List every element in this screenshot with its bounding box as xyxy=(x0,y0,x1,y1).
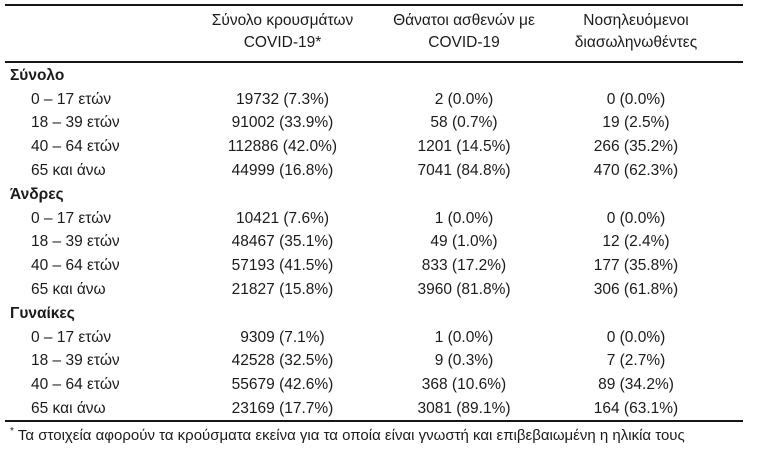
header-intubated-line1: Νοσηλευόμενοι xyxy=(583,12,689,29)
table-bottom-rule xyxy=(5,419,743,422)
deaths-value: 49 (1.0%) xyxy=(430,233,498,251)
age-group-label: 40 – 64 ετών xyxy=(31,138,120,156)
header-total-cases-line2: COVID-19* xyxy=(243,34,322,51)
age-group-label: 18 – 39 ετών xyxy=(31,233,120,251)
cases-value: 42528 (32.5%) xyxy=(231,352,334,370)
age-group-label: 40 – 64 ετών xyxy=(31,376,120,394)
section-label: Γυναίκες xyxy=(10,304,75,322)
age-group-label: 0 – 17 ετών xyxy=(31,90,112,108)
intubated-value: 89 (34.2%) xyxy=(598,376,674,394)
table-row: 40 – 64 ετών 55679 (42.6%) 368 (10.6%) 89 (… xyxy=(5,372,743,396)
deaths-value: 1 (0.0%) xyxy=(434,209,494,227)
age-group-label: 0 – 17 ετών xyxy=(31,328,112,346)
cases-value: 23169 (17.7%) xyxy=(231,400,334,418)
table-row: 0 – 17 ετών 19732 (7.3%) 2 (0.0%) 0 (0.0%) xyxy=(5,87,743,111)
intubated-value: 19 (2.5%) xyxy=(602,114,670,132)
intubated-value: 164 (63.1%) xyxy=(593,400,679,418)
table-row: 18 – 39 ετών 48467 (35.1%) 49 (1.0%) 12 (2.… xyxy=(5,230,743,254)
intubated-value: 12 (2.4%) xyxy=(602,233,670,251)
table-row: 40 – 64 ετών 112886 (42.0%) 1201 (14.5%) 26… xyxy=(5,134,743,158)
header-deaths-line2: COVID-19 xyxy=(428,34,500,51)
age-group-label: 65 και άνω xyxy=(31,281,106,299)
section-header-row: Άνδρες xyxy=(5,182,743,206)
intubated-value: 0 (0.0%) xyxy=(606,209,666,227)
deaths-value: 368 (10.6%) xyxy=(421,376,507,394)
section-label: Άνδρες xyxy=(10,185,64,203)
table-row: 65 και άνω 21827 (15.8%) 3960 (81.8%) 306 (… xyxy=(5,277,743,301)
table-row: 18 – 39 ετών 42528 (32.5%) 9 (0.3%) 7 (2.7%… xyxy=(5,349,743,373)
header-intubated: Νοσηλευόμενοι διασωληνωθέντες xyxy=(553,10,743,54)
table-body: Σύνολο 0 – 17 ετών 19732 (7.3%) 2 (0.0%) 0 (… xyxy=(5,63,743,420)
header-total-cases-line1: Σύνολο κρουσμάτων xyxy=(211,12,354,29)
age-group-label: 18 – 39 ετών xyxy=(31,114,120,132)
header-deaths: Θάνατοι ασθενών με COVID-19 xyxy=(375,10,553,54)
deaths-value: 9 (0.3%) xyxy=(434,352,494,370)
deaths-value: 2 (0.0%) xyxy=(434,90,494,108)
table-row: 0 – 17 ετών 10421 (7.6%) 1 (0.0%) 0 (0.0%) xyxy=(5,206,743,230)
covid-age-sex-table: Σύνολο κρουσμάτων COVID-19* Θάνατοι ασθε… xyxy=(5,4,743,422)
table-row: 65 και άνω 23169 (17.7%) 3081 (89.1%) 164 (… xyxy=(5,396,743,420)
cases-value: 19732 (7.3%) xyxy=(235,90,330,108)
section-label: Σύνολο xyxy=(10,66,65,84)
age-group-label: 0 – 17 ετών xyxy=(31,209,112,227)
intubated-value: 7 (2.7%) xyxy=(606,352,666,370)
cases-value: 10421 (7.6%) xyxy=(235,209,330,227)
header-deaths-line1: Θάνατοι ασθενών με xyxy=(393,12,535,29)
intubated-value: 470 (62.3%) xyxy=(593,162,679,180)
age-group-label: 65 και άνω xyxy=(31,162,106,180)
cases-value: 9309 (7.1%) xyxy=(240,328,325,346)
table-header-row: Σύνολο κρουσμάτων COVID-19* Θάνατοι ασθε… xyxy=(5,6,743,61)
cases-value: 55679 (42.6%) xyxy=(231,376,334,394)
cases-value: 112886 (42.0%) xyxy=(227,138,338,156)
table-footnote: * Τα στοιχεία αφορούν τα κρούσματα εκείνα… xyxy=(5,426,755,446)
section-header-row: Γυναίκες xyxy=(5,301,743,325)
table-top-rule xyxy=(5,4,743,6)
table-row: 65 και άνω 44999 (16.8%) 7041 (84.8%) 470 (… xyxy=(5,158,743,182)
deaths-value: 7041 (84.8%) xyxy=(417,162,511,180)
header-intubated-line2: διασωληνωθέντες xyxy=(574,34,698,51)
cases-value: 48467 (35.1%) xyxy=(231,233,334,251)
intubated-value: 266 (35.2%) xyxy=(593,138,679,156)
cases-value: 21827 (15.8%) xyxy=(231,281,334,299)
cases-value: 91002 (33.9%) xyxy=(231,114,334,132)
age-group-label: 40 – 64 ετών xyxy=(31,257,120,275)
deaths-value: 3081 (89.1%) xyxy=(417,400,511,418)
deaths-value: 1201 (14.5%) xyxy=(417,138,511,156)
cases-value: 44999 (16.8%) xyxy=(231,162,334,180)
age-group-label: 65 και άνω xyxy=(31,400,106,418)
intubated-value: 0 (0.0%) xyxy=(606,90,666,108)
table-row: 0 – 17 ετών 9309 (7.1%) 1 (0.0%) 0 (0.0%) xyxy=(5,325,743,349)
table-row: 18 – 39 ετών 91002 (33.9%) 58 (0.7%) 19 (2.… xyxy=(5,111,743,135)
deaths-value: 833 (17.2%) xyxy=(421,257,507,275)
deaths-value: 58 (0.7%) xyxy=(430,114,498,132)
table-header-rule xyxy=(5,61,743,63)
intubated-value: 0 (0.0%) xyxy=(606,328,666,346)
footnote-text: Τα στοιχεία αφορούν τα κρούσματα εκείνα … xyxy=(17,427,685,444)
deaths-value: 1 (0.0%) xyxy=(434,328,494,346)
deaths-value: 3960 (81.8%) xyxy=(417,281,511,299)
intubated-value: 177 (35.8%) xyxy=(593,257,679,275)
cases-value: 57193 (41.5%) xyxy=(231,257,334,275)
age-group-label: 18 – 39 ετών xyxy=(31,352,120,370)
section-header-row: Σύνολο xyxy=(5,63,743,87)
table-row: 40 – 64 ετών 57193 (41.5%) 833 (17.2%) 177 … xyxy=(5,253,743,277)
header-total-cases: Σύνολο κρουσμάτων COVID-19* xyxy=(190,10,375,54)
intubated-value: 306 (61.8%) xyxy=(593,281,679,299)
footnote-asterisk: * xyxy=(10,426,14,437)
